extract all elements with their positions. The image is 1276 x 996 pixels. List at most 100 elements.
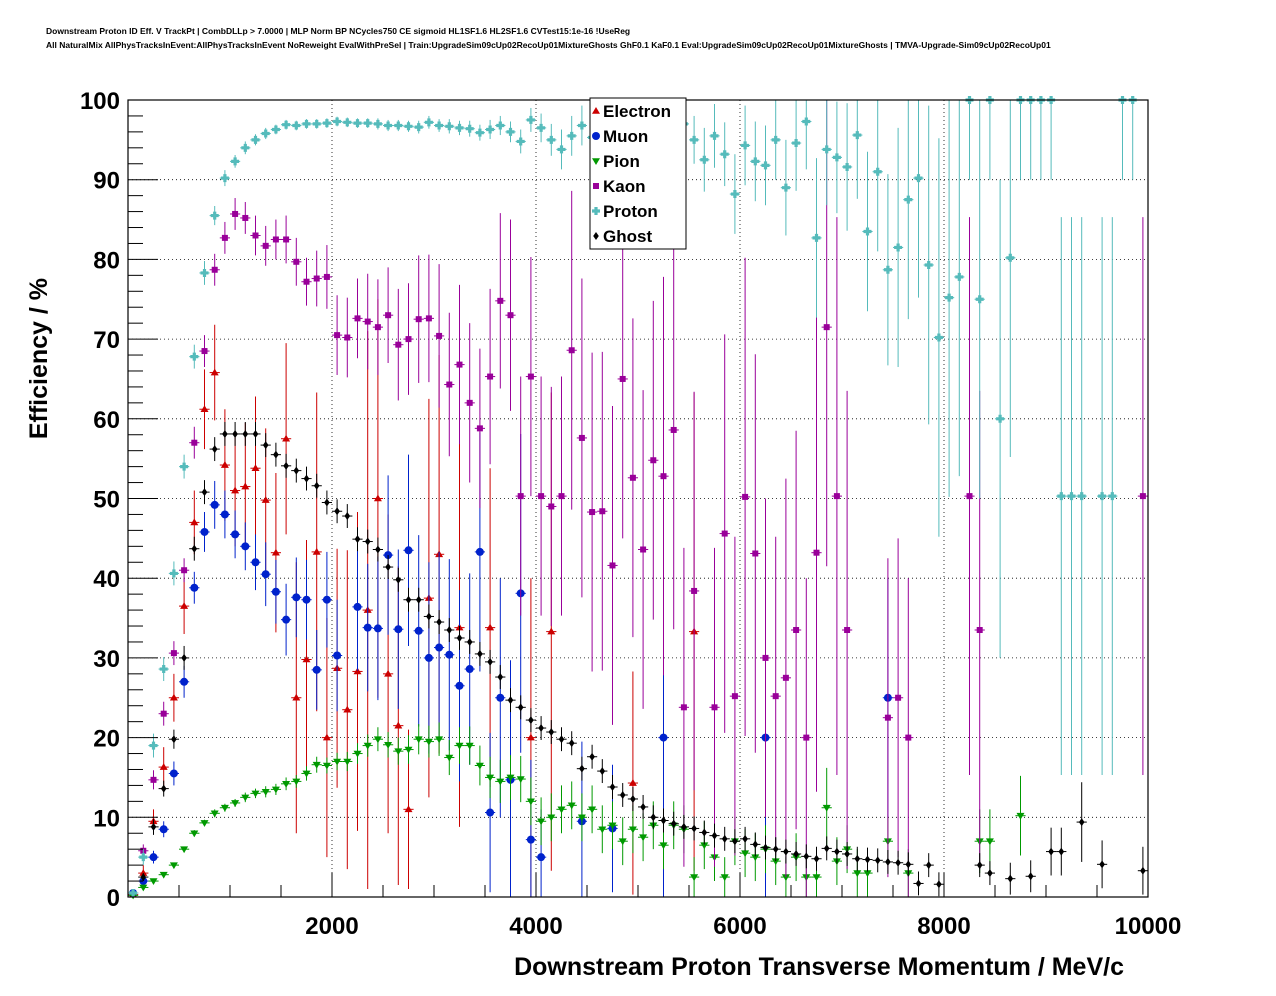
kaon-marker — [150, 776, 157, 783]
muon-marker — [180, 677, 189, 686]
electron-marker — [322, 733, 331, 741]
electron-marker — [547, 627, 556, 635]
pion-marker — [210, 810, 219, 818]
proton-point — [791, 100, 802, 191]
muon-marker — [526, 835, 535, 844]
pion-marker — [465, 742, 474, 750]
pion-point — [250, 788, 261, 799]
electron-point — [168, 673, 179, 722]
pion-marker — [455, 742, 464, 750]
pion-marker — [322, 762, 331, 770]
electron-marker — [251, 464, 260, 472]
ghost-marker — [354, 535, 361, 544]
electron-marker — [210, 368, 219, 376]
legend-pion-marker — [592, 158, 600, 165]
pion-marker — [424, 738, 433, 746]
ghost-point — [923, 853, 934, 878]
proton-point — [1107, 217, 1118, 776]
proton-point — [750, 121, 761, 202]
kaon-marker — [497, 297, 504, 304]
data-series — [128, 96, 1148, 900]
ghost-marker — [895, 858, 901, 867]
kaon-marker — [344, 334, 351, 341]
proton-marker — [363, 119, 372, 128]
ghost-point — [821, 836, 832, 861]
muon-marker — [659, 733, 668, 742]
legend-muon-marker — [592, 132, 600, 140]
proton-point — [699, 127, 710, 192]
proton-point — [882, 174, 893, 366]
kaon-point — [546, 386, 557, 627]
pion-marker — [282, 781, 291, 788]
proton-point — [872, 100, 883, 252]
ghost-point — [984, 861, 995, 886]
proton-point — [179, 454, 190, 479]
proton-point — [1035, 96, 1046, 180]
kaon-point — [321, 245, 332, 309]
ghost-marker — [283, 461, 289, 470]
legend: Electron Muon Pion Kaon Proton Ghost — [589, 97, 687, 250]
ghost-marker — [691, 824, 697, 833]
pion-marker — [985, 838, 994, 846]
kaon-point — [260, 225, 271, 266]
proton-point — [138, 849, 149, 866]
kaon-point — [638, 390, 649, 709]
pion-marker — [149, 878, 158, 886]
pion-point — [179, 846, 190, 854]
ghost-marker — [925, 861, 932, 870]
proton-marker — [353, 119, 362, 128]
pion-point — [260, 786, 271, 798]
x-axis-label: Downstream Proton Transverse Momentum / … — [514, 953, 1124, 981]
kaon-marker — [354, 315, 361, 322]
ghost-point — [321, 490, 332, 515]
pion-marker — [445, 754, 454, 762]
pion-point — [536, 797, 547, 846]
ghost-marker — [660, 816, 667, 825]
ghost-marker — [1099, 860, 1105, 869]
proton-point — [689, 115, 700, 164]
kaon-marker — [976, 627, 983, 634]
pion-point — [393, 737, 404, 765]
pion-point — [219, 803, 230, 812]
legend-item-electron: Electron — [592, 102, 671, 121]
grid-lines — [128, 100, 1148, 897]
proton-point — [995, 179, 1006, 658]
proton-marker — [445, 122, 454, 131]
proton-point — [801, 100, 812, 170]
proton-marker — [771, 135, 780, 144]
ghost-marker — [701, 828, 708, 837]
kaon-marker — [558, 493, 565, 500]
ghost-marker — [446, 626, 453, 635]
ghost-marker — [140, 873, 147, 882]
kaon-marker — [466, 399, 473, 406]
ghost-marker — [313, 481, 320, 490]
kaon-point — [566, 190, 577, 510]
pion-point — [270, 783, 281, 795]
proton-point — [780, 139, 791, 236]
proton-point — [974, 100, 985, 499]
kaon-point — [627, 318, 638, 638]
pion-point — [372, 727, 383, 752]
kaon-point — [668, 230, 679, 630]
ghost-point — [556, 727, 567, 752]
muon-marker — [537, 853, 546, 862]
pion-point — [434, 722, 445, 756]
ghost-marker — [936, 880, 942, 889]
ghost-marker — [395, 575, 402, 584]
pion-point — [444, 739, 455, 776]
proton-marker — [414, 123, 423, 132]
x-tick-label: 6000 — [713, 913, 766, 940]
proton-marker — [271, 125, 280, 134]
proton-point — [821, 100, 832, 206]
kaon-point — [230, 198, 241, 230]
kaon-marker — [487, 373, 494, 380]
kaon-point — [403, 283, 414, 395]
electron-marker — [353, 667, 362, 675]
ghost-marker — [1027, 872, 1034, 881]
kaon-point — [740, 257, 751, 737]
kaon-marker — [905, 734, 912, 741]
ghost-marker — [752, 840, 759, 849]
series-proton — [128, 96, 1138, 898]
pion-point — [495, 759, 506, 803]
muon-point — [301, 559, 312, 640]
